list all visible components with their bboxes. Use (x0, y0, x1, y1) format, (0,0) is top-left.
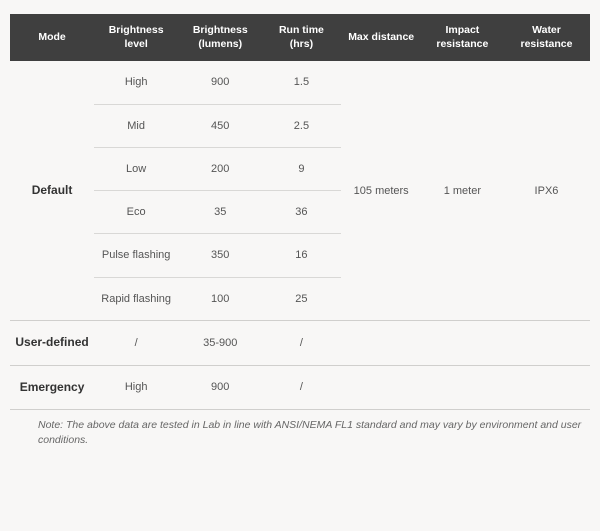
col-mode: Mode (10, 14, 94, 61)
cell-level: Eco (94, 191, 178, 234)
col-runtime: Run time (hrs) (262, 14, 340, 61)
footnote: Note: The above data are tested in Lab i… (38, 418, 584, 447)
table-row: Emergency High 900 / (10, 366, 590, 410)
cell-runtime: 36 (262, 191, 340, 234)
cell-lumens: 35 (178, 191, 262, 234)
spec-table: Mode Brightness level Brightness (lumens… (10, 14, 590, 410)
cell-runtime: 25 (262, 277, 340, 320)
table-header: Mode Brightness level Brightness (lumens… (10, 14, 590, 61)
col-brightness-level: Brightness level (94, 14, 178, 61)
cell-lumens: 900 (178, 61, 262, 104)
col-water-resistance: Water resistance (503, 14, 590, 61)
cell-level: Low (94, 147, 178, 190)
group-separator (10, 410, 590, 411)
cell-level: Rapid flashing (94, 277, 178, 320)
cell-impact-resistance: 1 meter (422, 61, 503, 320)
cell-level: High (94, 366, 178, 410)
cell-level: Mid (94, 104, 178, 147)
cell-lumens: 35-900 (178, 321, 262, 365)
table-body: Default High 900 1.5 105 meters 1 meter … (10, 61, 590, 410)
mode-cell: Default (10, 61, 94, 320)
cell-max-distance (341, 366, 422, 410)
cell-lumens: 100 (178, 277, 262, 320)
cell-impact-resistance (422, 321, 503, 365)
cell-impact-resistance (422, 366, 503, 410)
cell-level: / (94, 321, 178, 365)
cell-level: Pulse flashing (94, 234, 178, 277)
table-row: Default High 900 1.5 105 meters 1 meter … (10, 61, 590, 104)
cell-max-distance: 105 meters (341, 61, 422, 320)
spec-table-container: Mode Brightness level Brightness (lumens… (0, 0, 600, 468)
table-row: User-defined / 35-900 / (10, 321, 590, 365)
mode-cell: User-defined (10, 321, 94, 365)
cell-lumens: 350 (178, 234, 262, 277)
cell-runtime: 2.5 (262, 104, 340, 147)
cell-runtime: 16 (262, 234, 340, 277)
cell-runtime: / (262, 366, 340, 410)
col-max-distance: Max distance (341, 14, 422, 61)
cell-level: High (94, 61, 178, 104)
cell-lumens: 200 (178, 147, 262, 190)
cell-water-resistance (503, 321, 590, 365)
cell-max-distance (341, 321, 422, 365)
cell-runtime: 9 (262, 147, 340, 190)
cell-runtime: 1.5 (262, 61, 340, 104)
col-brightness-lumens: Brightness (lumens) (178, 14, 262, 61)
cell-water-resistance (503, 366, 590, 410)
cell-water-resistance: IPX6 (503, 61, 590, 320)
cell-runtime: / (262, 321, 340, 365)
cell-lumens: 450 (178, 104, 262, 147)
mode-cell: Emergency (10, 366, 94, 410)
col-impact-resistance: Impact resistance (422, 14, 503, 61)
cell-lumens: 900 (178, 366, 262, 410)
